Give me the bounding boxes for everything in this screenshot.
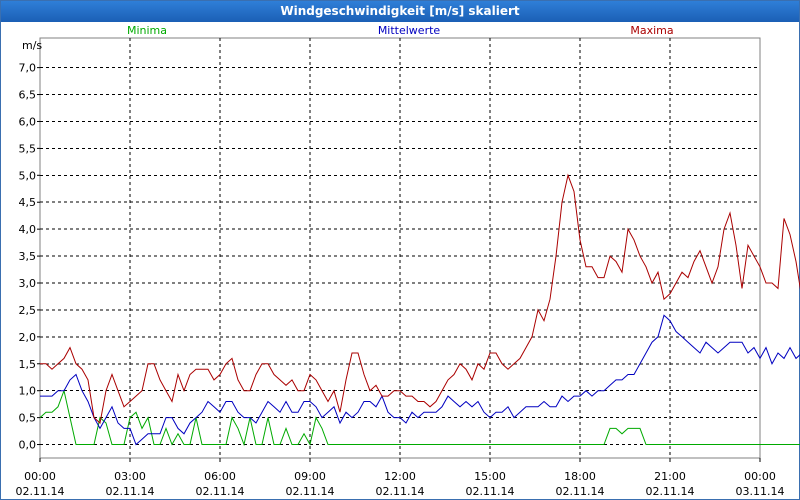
- series-line-mittelwerte: [40, 314, 800, 446]
- x-tick-date-label: 02.11.14: [376, 485, 425, 498]
- y-tick-label: 4,5: [19, 196, 37, 209]
- x-tick-date-label: 02.11.14: [466, 485, 515, 498]
- y-tick-label: 6,0: [19, 115, 37, 128]
- y-tick-label: 5,5: [19, 142, 37, 155]
- y-axis: m/s 0,0 0,5 1,0 1,5 2,0 2,5 3,0 3,5 4,0 4,5 5,0 5,5 6…: [19, 39, 43, 452]
- y-tick-label: 3,5: [19, 250, 37, 263]
- series-group: [39, 173, 800, 447]
- x-axis: 00:00 02.11.14 03:00 02.11.14 06:00 02.11.14 0…: [16, 458, 785, 498]
- y-tick-label: 1,5: [19, 358, 37, 371]
- x-tick-date-label: 03.11.14: [736, 485, 785, 498]
- y-tick-label: 5,0: [19, 169, 37, 182]
- x-tick-date-label: 02.11.14: [286, 485, 335, 498]
- y-tick-label: 0,5: [19, 412, 37, 425]
- y-tick-label: 7,0: [19, 62, 37, 75]
- y-tick-label: 1,0: [19, 385, 37, 398]
- y-axis-unit-label: m/s: [22, 39, 42, 52]
- x-tick-time-label: 21:00: [654, 470, 686, 483]
- legend-label-mittelwerte: Mittelwerte: [378, 24, 441, 37]
- y-tick-label: 6,5: [19, 89, 37, 102]
- x-tick-time-label: 18:00: [564, 470, 596, 483]
- x-tick-date-label: 02.11.14: [196, 485, 245, 498]
- x-tick-time-label: 12:00: [384, 470, 416, 483]
- series-line-minima: [39, 388, 800, 447]
- x-tick-date-label: 02.11.14: [646, 485, 695, 498]
- x-tick-time-label: 06:00: [204, 470, 236, 483]
- legend: Minima Mittelwerte Maxima: [127, 24, 674, 37]
- x-tick-date-label: 02.11.14: [556, 485, 605, 498]
- x-tick-time-label: 00:00: [24, 470, 56, 483]
- y-tick-label: 2,0: [19, 331, 37, 344]
- x-tick-date-label: 02.11.14: [16, 485, 65, 498]
- x-tick-time-label: 15:00: [474, 470, 506, 483]
- legend-label-minima: Minima: [127, 24, 167, 37]
- window-title: Windgeschwindigkeit [m/s] skaliert: [1, 1, 799, 22]
- y-tick-label: 4,0: [19, 223, 37, 236]
- y-tick-label: 2,5: [19, 304, 37, 317]
- x-tick-time-label: 03:00: [114, 470, 146, 483]
- x-tick-time-label: 09:00: [294, 470, 326, 483]
- x-tick-date-label: 02.11.14: [106, 485, 155, 498]
- y-tick-label: 0,0: [19, 439, 37, 452]
- series-line-maxima: [40, 173, 800, 424]
- x-tick-time-label: 00:00: [744, 470, 776, 483]
- legend-label-maxima: Maxima: [630, 24, 673, 37]
- y-tick-label: 3,0: [19, 277, 37, 290]
